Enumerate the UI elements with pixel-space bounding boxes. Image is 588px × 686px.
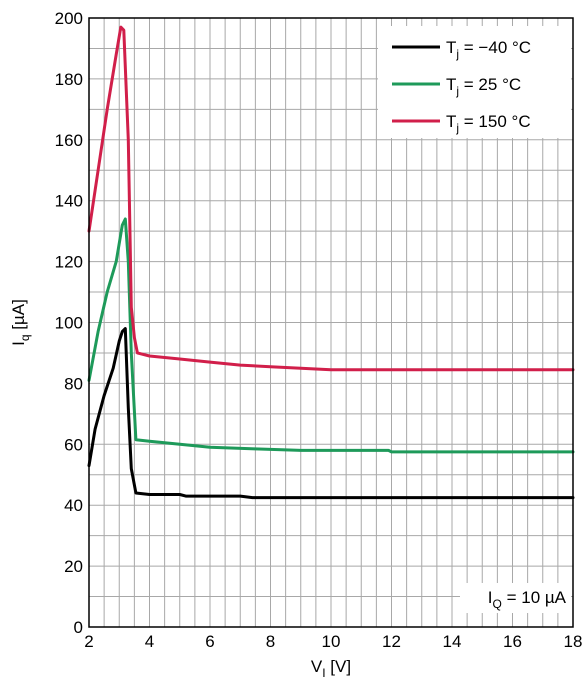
x-tick-label: 18	[564, 632, 583, 651]
annotation-sub: Q	[493, 597, 502, 611]
y-tick-label: 80	[64, 374, 83, 393]
y-tick-label: 40	[64, 496, 83, 515]
legend-label: Tj = −40 °C	[446, 38, 531, 61]
legend: Tj = −40 °C Tj = 25 °C Tj = 150 °C	[378, 26, 571, 138]
y-tick-label: 100	[55, 314, 83, 333]
grid	[89, 18, 573, 627]
y-tick-label: 200	[55, 9, 83, 28]
y-axis-title-unit: [µA]	[9, 299, 28, 334]
series-line	[87, 217, 575, 454]
x-tick-label: 8	[266, 632, 275, 651]
annotation-rest: = 10 µA	[502, 588, 567, 607]
legend-label: Tj = 150 °C	[446, 112, 531, 135]
legend-label: Tj = 25 °C	[446, 75, 521, 98]
plot-frame	[88, 17, 574, 628]
x-tick-label: 12	[382, 632, 401, 651]
y-tick-label: 20	[64, 557, 83, 576]
annotation-main: I	[488, 588, 493, 607]
series-line	[87, 25, 575, 372]
x-axis-title-main: V	[311, 657, 323, 676]
series-line	[87, 327, 575, 500]
series-lines	[87, 25, 575, 500]
x-axis-title-unit: [V]	[326, 657, 352, 676]
legend-box	[378, 26, 571, 138]
annotation-text: IQ = 10 µA	[488, 588, 567, 611]
x-tick-label: 4	[145, 632, 154, 651]
x-axis-title-sub: I	[322, 666, 325, 680]
x-tick-label: 2	[84, 632, 93, 651]
y-axis-title-sub: q	[18, 334, 32, 341]
x-tick-label: 10	[322, 632, 341, 651]
y-tick-label: 180	[55, 70, 83, 89]
y-axis-title: Iq [µA]	[9, 299, 32, 346]
y-tick-label: 0	[74, 618, 83, 637]
x-axis-title: VI [V]	[311, 657, 351, 680]
annotation: IQ = 10 µA	[460, 583, 571, 613]
y-tick-label: 160	[55, 131, 83, 150]
y-tick-label: 140	[55, 192, 83, 211]
x-tick-label: 16	[503, 632, 522, 651]
y-tick-label: 60	[64, 435, 83, 454]
tick-labels: 2 4 6 8 10 12 14 16 1802040608010012014016018020…	[55, 9, 583, 651]
y-tick-label: 120	[55, 253, 83, 272]
annotation-box	[460, 583, 571, 613]
x-tick-label: 6	[205, 632, 214, 651]
x-tick-label: 14	[443, 632, 462, 651]
y-axis-title-main: I	[9, 341, 28, 346]
